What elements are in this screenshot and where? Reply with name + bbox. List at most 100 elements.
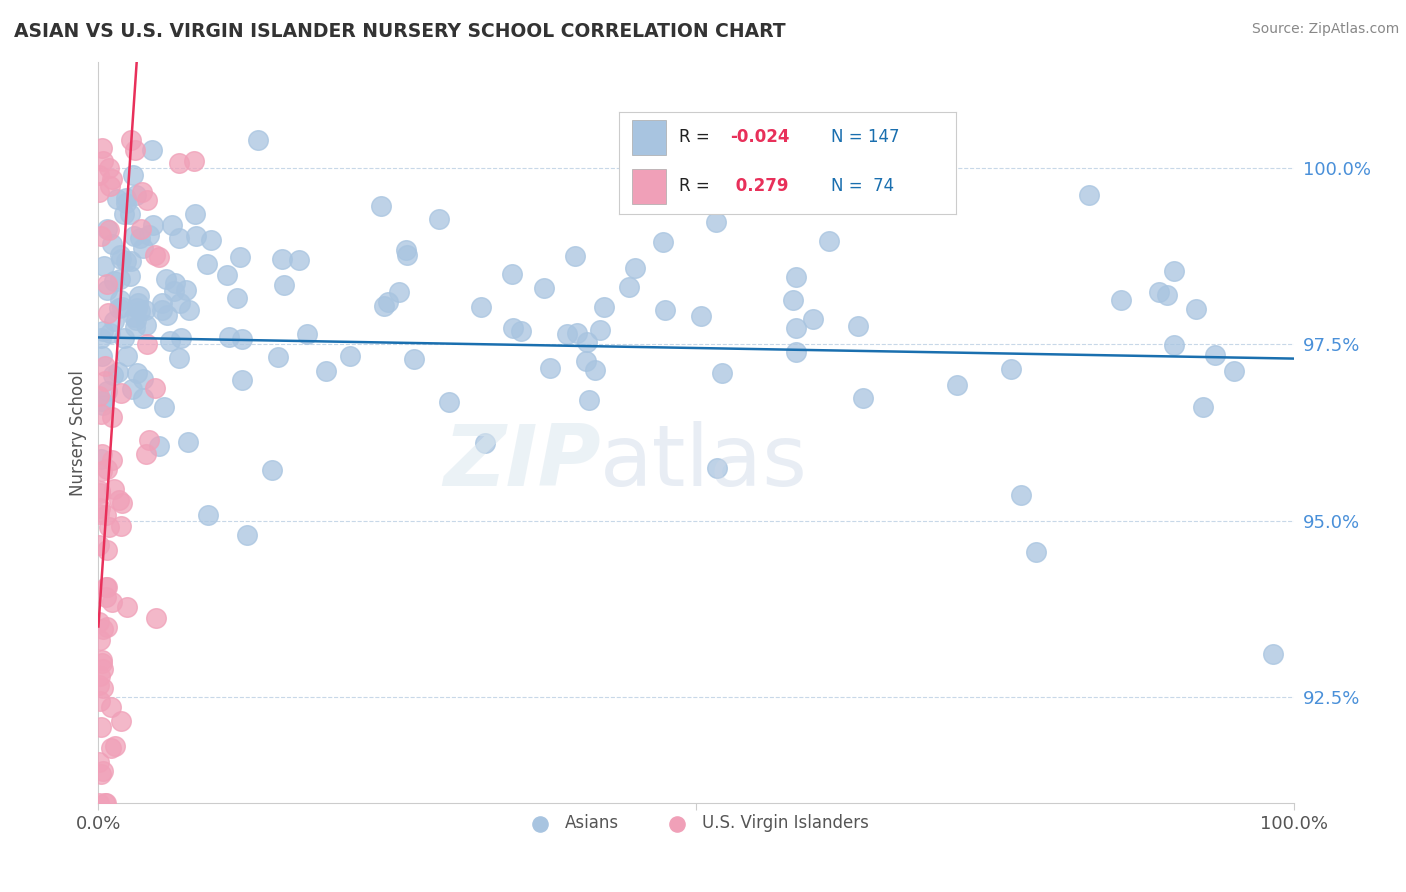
Text: -0.024: -0.024 — [730, 128, 790, 146]
Point — [112, 331, 135, 345]
Point — [100, 740, 122, 755]
Point — [124, 229, 146, 244]
Point — [90, 451, 112, 466]
Point — [96, 796, 118, 810]
Point — [135, 318, 157, 332]
Point — [91, 764, 114, 779]
Point — [1185, 302, 1208, 317]
Point — [273, 278, 295, 293]
Point — [131, 222, 153, 236]
Point — [183, 154, 205, 169]
Point — [195, 256, 218, 270]
Point — [174, 283, 197, 297]
Point — [127, 296, 149, 310]
Point — [120, 207, 142, 221]
Point — [101, 594, 124, 608]
Point — [87, 796, 110, 810]
Point — [575, 354, 598, 368]
Point — [177, 435, 200, 450]
Point — [501, 268, 523, 282]
Point — [125, 301, 148, 316]
Point — [287, 252, 309, 267]
Point — [538, 361, 561, 376]
Point — [138, 433, 160, 447]
Point — [1000, 362, 1022, 376]
Point — [105, 192, 128, 206]
Point — [148, 250, 170, 264]
Point — [124, 187, 146, 202]
Point — [89, 668, 111, 682]
Point — [184, 228, 207, 243]
Point — [124, 310, 146, 324]
Point — [91, 656, 114, 670]
Point — [94, 359, 117, 373]
Point — [652, 235, 675, 249]
Point — [170, 331, 193, 345]
Text: Source: ZipAtlas.com: Source: ZipAtlas.com — [1251, 22, 1399, 37]
Point — [155, 271, 177, 285]
Point — [131, 392, 153, 406]
Text: 0.279: 0.279 — [730, 178, 789, 195]
Point — [782, 293, 804, 307]
Point — [143, 248, 166, 262]
Point — [135, 193, 157, 207]
Point — [87, 389, 110, 403]
Point — [1163, 264, 1185, 278]
Point — [785, 344, 807, 359]
Point — [470, 301, 492, 315]
Point — [114, 207, 136, 221]
Point — [101, 410, 124, 425]
Point — [138, 227, 160, 242]
Point — [295, 326, 318, 341]
Point — [94, 591, 117, 605]
Point — [148, 439, 170, 453]
Point — [111, 300, 134, 314]
Point — [129, 231, 152, 245]
Point — [89, 168, 111, 182]
Point — [1223, 364, 1246, 378]
Point — [97, 520, 120, 534]
Text: R =: R = — [679, 178, 721, 195]
Point — [90, 767, 112, 781]
Point — [131, 372, 153, 386]
Point — [159, 334, 181, 349]
Point — [817, 234, 839, 248]
Point — [163, 285, 186, 299]
Point — [96, 508, 118, 522]
Point — [218, 329, 240, 343]
Point — [1010, 488, 1032, 502]
Point — [97, 223, 120, 237]
Point — [502, 321, 524, 335]
Point — [131, 185, 153, 199]
Point — [90, 394, 112, 409]
Point — [711, 366, 734, 380]
Point — [122, 168, 145, 182]
Point — [851, 391, 873, 405]
Point — [266, 350, 288, 364]
Point — [110, 714, 132, 728]
Point — [110, 248, 132, 262]
Point — [98, 161, 121, 175]
Point — [107, 365, 129, 379]
Point — [1156, 288, 1178, 302]
Point — [271, 252, 294, 267]
Text: R =: R = — [679, 128, 716, 146]
FancyBboxPatch shape — [633, 120, 666, 154]
Point — [134, 303, 156, 318]
Point — [169, 296, 191, 310]
Point — [142, 218, 165, 232]
Point — [111, 496, 134, 510]
Point — [89, 483, 111, 498]
Point — [107, 301, 129, 316]
Point — [110, 252, 132, 267]
Point — [114, 195, 136, 210]
Point — [110, 272, 132, 286]
Point — [1147, 285, 1170, 299]
Point — [96, 462, 118, 476]
Point — [143, 381, 166, 395]
Point — [108, 293, 131, 307]
Point — [132, 242, 155, 256]
Point — [785, 269, 807, 284]
Point — [91, 622, 114, 636]
Point — [98, 178, 121, 193]
